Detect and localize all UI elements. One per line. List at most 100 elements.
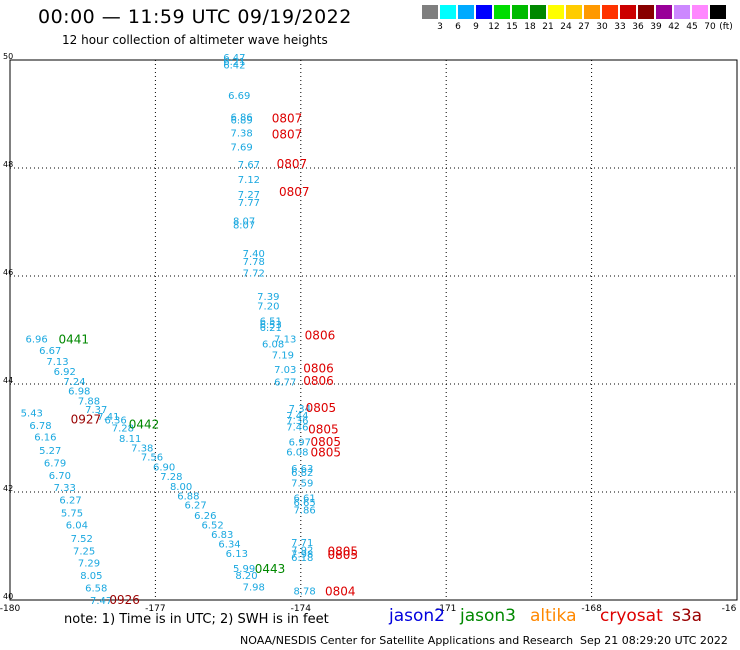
pass-time-label: 0805 xyxy=(327,548,358,562)
wave-height-value: 7.72 xyxy=(243,269,265,280)
wave-height-value: 7.86 xyxy=(294,506,316,517)
pass-time-label: 0805 xyxy=(310,445,341,459)
wave-height-value: 6.61 xyxy=(294,494,316,505)
wave-height-value: 8.07 xyxy=(233,217,255,228)
wave-height-value: 6.79 xyxy=(44,459,66,470)
wave-height-value: 8.20 xyxy=(235,571,257,582)
wave-height-value: 7.67 xyxy=(238,160,260,171)
wave-height-value: 7.20 xyxy=(257,301,279,312)
scale-label: 24 xyxy=(560,22,572,32)
wave-height-value: 7.78 xyxy=(243,257,265,268)
lat-label: 48 xyxy=(3,160,13,169)
lon-label: -171 xyxy=(436,604,456,614)
wave-height-value: 6.27 xyxy=(184,501,206,512)
map-title: 00:00 — 11:59 UTC 09/19/2022 xyxy=(38,6,352,28)
wave-height-value: 7.40 xyxy=(243,249,265,260)
wave-height-value: 7.39 xyxy=(257,292,279,303)
pass-time-label: 0807 xyxy=(272,127,303,141)
wave-height-value: 6.70 xyxy=(49,471,71,482)
scale-label: 21 xyxy=(542,22,554,32)
wave-height-value: 7.41 xyxy=(97,412,119,423)
pass-time-label: 0926 xyxy=(109,593,140,607)
wave-height-value: 6.27 xyxy=(59,495,81,506)
wave-height-value: 6.04 xyxy=(66,521,88,532)
wave-height-value: 6.67 xyxy=(39,346,61,357)
wave-height-value: 6.08 xyxy=(262,339,284,350)
wave-height-value: 6.77 xyxy=(274,378,296,389)
wave-height-value: 6.21 xyxy=(223,57,245,68)
wave-height-value: 6.47 xyxy=(223,53,245,64)
map-frame xyxy=(9,59,738,601)
scale-swatch xyxy=(656,5,672,19)
wave-height-value: 7.38 xyxy=(131,444,153,455)
wave-height-value: 6.18 xyxy=(291,553,313,564)
lat-label: 44 xyxy=(3,376,13,385)
wave-height-value: 6.52 xyxy=(201,521,223,532)
scale-label: 70 xyxy=(704,22,716,32)
wave-height-value: 5.99 xyxy=(233,564,255,575)
generated-timestamp: Sep 21 08:29:20 UTC 2022 xyxy=(580,634,728,647)
wave-height-value: 6.53 xyxy=(260,320,282,331)
pass-time-label: 0806 xyxy=(303,362,334,376)
satellite-altika: altika xyxy=(530,606,577,626)
wave-height-value: 7.59 xyxy=(291,479,313,490)
footer-note: note: 1) Time is in UTC; 2) SWH is in fe… xyxy=(64,612,329,627)
scale-swatch xyxy=(440,5,456,19)
satellite-s3a: s3a xyxy=(672,606,703,626)
scale-label: 36 xyxy=(632,22,644,32)
lat-label: 46 xyxy=(3,268,13,277)
wave-height-value: 6.96 xyxy=(26,334,48,345)
wave-height-value: 6.36 xyxy=(105,415,127,426)
scale-swatch xyxy=(584,5,600,19)
pass-time-label: 0807 xyxy=(279,185,310,199)
scale-swatch xyxy=(476,5,492,19)
satellite-jason2: jason2 xyxy=(389,606,445,626)
wave-height-value: 8.78 xyxy=(294,587,316,598)
wave-height-value: 7.52 xyxy=(71,534,93,545)
wave-height-value: 6.98 xyxy=(68,386,90,397)
scale-label: 18 xyxy=(524,22,536,32)
wave-height-value: 7.98 xyxy=(291,549,313,560)
wave-height-value: 7.37 xyxy=(85,405,107,416)
wave-height-value: 6.86 xyxy=(231,112,253,123)
wave-height-value: 6.34 xyxy=(218,540,240,551)
wave-height-value: 6.83 xyxy=(211,530,233,541)
satellite-cryosat: cryosat xyxy=(600,606,663,626)
wave-height-value: 7.33 xyxy=(54,483,76,494)
scale-swatch xyxy=(692,5,708,19)
wave-height-value: 7.36 xyxy=(286,416,308,427)
wave-height-value: 7.98 xyxy=(243,582,265,593)
wave-height-value: 7.19 xyxy=(272,351,294,362)
wave-height-value: 5.43 xyxy=(21,408,43,419)
wave-height-value: 7.13 xyxy=(46,357,68,368)
wave-height-value: 5.27 xyxy=(39,446,61,457)
lat-label: 50 xyxy=(3,52,13,61)
pass-time-label: 0442 xyxy=(129,417,160,431)
pass-time-label: 0806 xyxy=(303,374,334,388)
wave-height-value: 7.28 xyxy=(160,472,182,483)
scale-swatch xyxy=(458,5,474,19)
wave-height-value: 7.24 xyxy=(63,377,85,388)
wave-height-value: 7.13 xyxy=(274,334,296,345)
pass-time-label: 0805 xyxy=(310,435,341,449)
wave-height-value: 6.88 xyxy=(177,492,199,503)
wave-height-value: 7.03 xyxy=(274,365,296,376)
scale-swatch xyxy=(710,5,726,19)
scale-swatch xyxy=(674,5,690,19)
scale-swatch xyxy=(530,5,546,19)
pass-time-label: 0805 xyxy=(306,401,337,415)
wave-height-value: 8.11 xyxy=(119,434,141,445)
wave-height-value: 7.44 xyxy=(286,411,308,422)
scale-label: 27 xyxy=(578,22,590,32)
lon-label: -168 xyxy=(581,604,602,614)
scale-label: 33 xyxy=(614,22,626,32)
wave-height-value: 7.34 xyxy=(289,404,311,415)
pass-time-label: 0807 xyxy=(272,112,303,126)
scale-label: 30 xyxy=(596,22,608,32)
wave-height-value: 6.63 xyxy=(291,464,313,475)
wave-height-value: 7.47 xyxy=(90,596,112,607)
wave-height-value: 7.29 xyxy=(78,559,100,570)
wave-height-value: 6.69 xyxy=(228,91,250,102)
wave-height-value: 6.42 xyxy=(223,61,245,72)
